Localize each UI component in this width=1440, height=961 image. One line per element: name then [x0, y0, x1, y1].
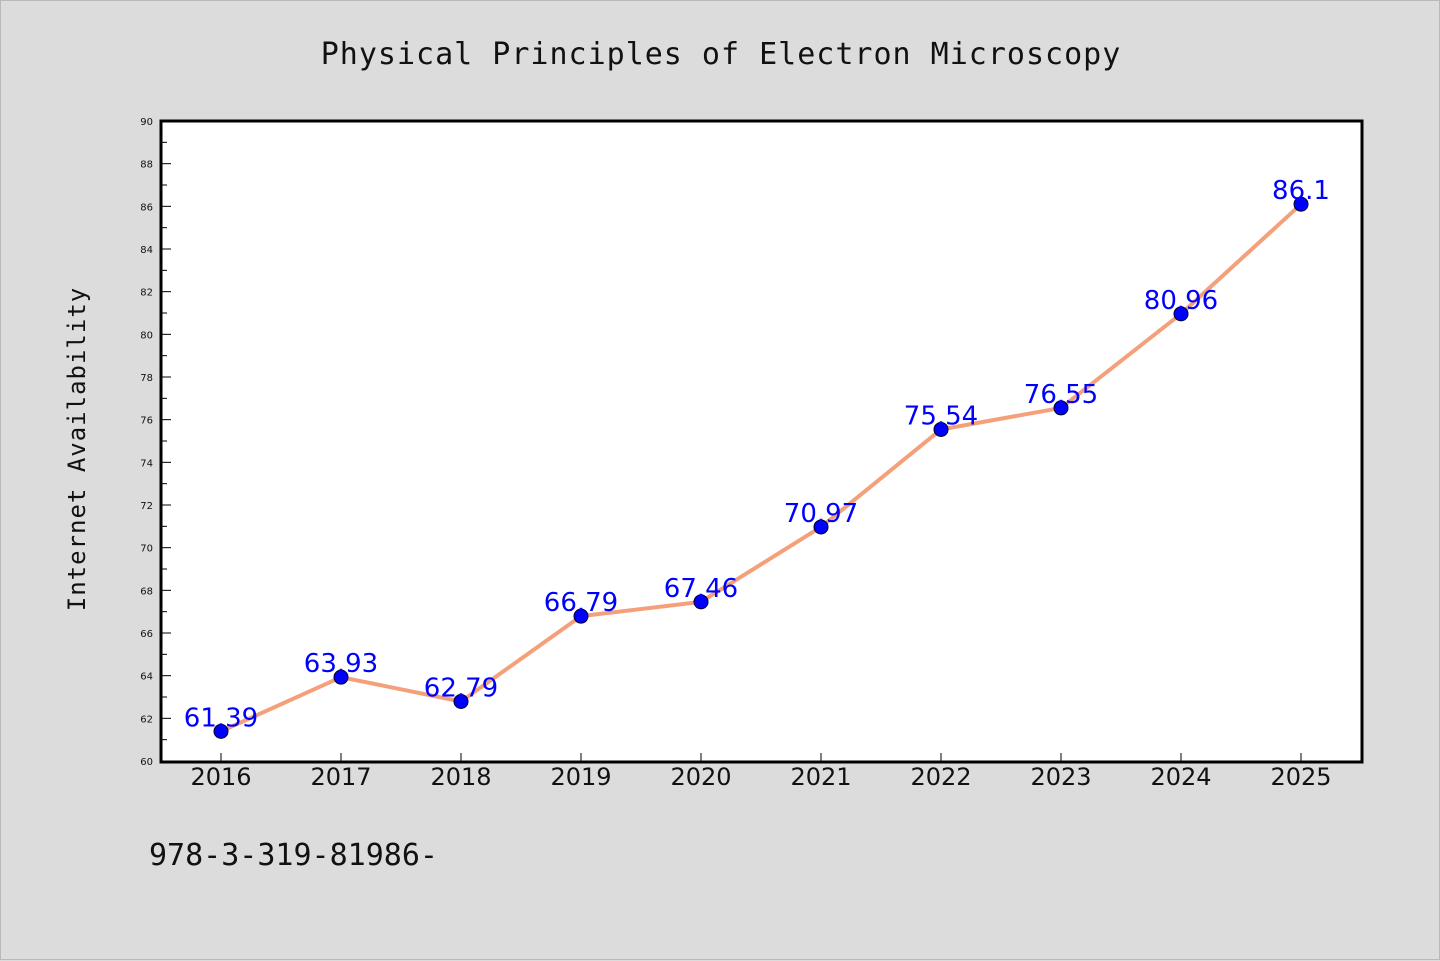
data-label: 63.93 — [304, 649, 378, 679]
y-tick-label: 76 — [140, 416, 153, 427]
x-tick-label: 2024 — [1150, 763, 1211, 791]
data-label: 62.79 — [424, 673, 498, 703]
data-label: 75.54 — [904, 401, 978, 431]
x-tick-label: 2016 — [190, 763, 251, 791]
y-tick-label: 80 — [140, 330, 153, 341]
data-point — [1173, 306, 1189, 322]
series-group: 61.39 63.93 62.79 66.79 67.46 70.97 75.54 76.55… — [184, 176, 1330, 739]
x-tick-label: 2018 — [430, 763, 491, 791]
y-tick-label: 60 — [140, 757, 153, 768]
y-tick-label: 88 — [140, 160, 153, 171]
y-tick-label: 84 — [140, 245, 153, 256]
data-point — [693, 594, 709, 610]
y-tick-label: 74 — [140, 458, 153, 469]
chart-title: Physical Principles of Electron Microsco… — [321, 37, 1122, 72]
x-axis: 2016 2017 2018 2019 2020 2021 2022 2023 2024 2025 — [190, 753, 1332, 791]
y-tick-label: 68 — [140, 586, 153, 597]
y-tick-label: 86 — [140, 202, 153, 213]
y-tick-label: 70 — [140, 544, 153, 555]
data-label: 61.39 — [184, 703, 258, 733]
data-point — [933, 421, 949, 437]
x-tick-label: 2020 — [670, 763, 731, 791]
x-tick-label: 2022 — [910, 763, 971, 791]
data-point — [1293, 196, 1309, 212]
data-point — [1053, 400, 1069, 416]
plot-area — [159, 119, 1364, 764]
data-label: 80.96 — [1144, 286, 1218, 316]
data-label: 86.1 — [1272, 176, 1330, 206]
x-tick-label: 2023 — [1030, 763, 1091, 791]
data-label: 70.97 — [784, 499, 858, 529]
y-tick-label: 90 — [140, 117, 153, 128]
data-point — [213, 723, 229, 739]
data-label: 67.46 — [664, 574, 738, 604]
y-tick-label: 78 — [140, 373, 153, 384]
x-tick-label: 2017 — [310, 763, 371, 791]
x-tick-label: 2021 — [790, 763, 851, 791]
footer-isbn: 978-3-319-81986- — [149, 838, 438, 873]
y-tick-label: 66 — [140, 629, 153, 640]
data-point — [333, 669, 349, 685]
data-point — [453, 693, 469, 709]
y-tick-label: 62 — [140, 714, 153, 725]
x-tick-label: 2025 — [1270, 763, 1331, 791]
y-tick-label: 72 — [140, 501, 153, 512]
data-label: 66.79 — [544, 588, 618, 618]
y-tick-label: 64 — [140, 672, 153, 683]
data-point — [573, 608, 589, 624]
y-axis-label: Internet Availability — [63, 287, 91, 611]
x-tick-label: 2019 — [550, 763, 611, 791]
series-line — [219, 202, 1303, 734]
y-tick-label: 82 — [140, 288, 153, 299]
y-axis: 60 62 64 66 68 70 72 74 76 78 80 82 84 86 88 90 — [140, 117, 171, 768]
data-label: 76.55 — [1024, 380, 1098, 410]
data-point — [813, 519, 829, 535]
